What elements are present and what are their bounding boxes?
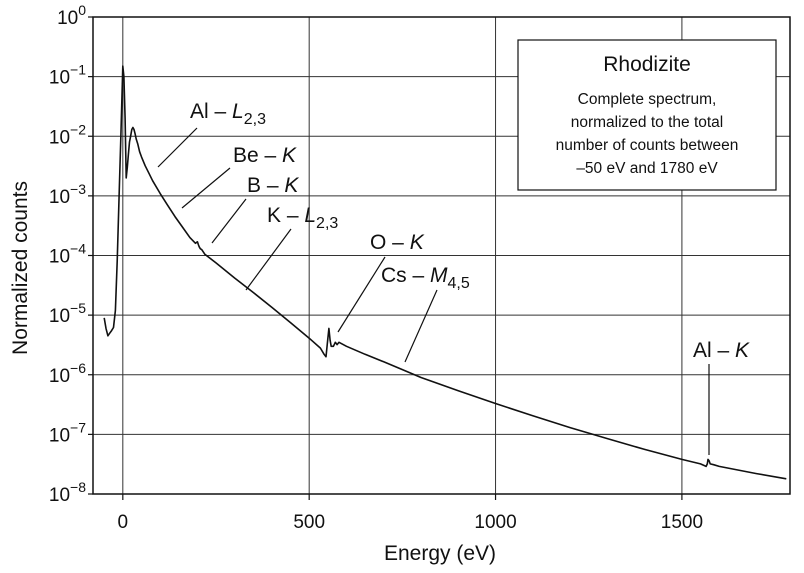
series-layer — [103, 65, 787, 480]
legend-line: number of counts between — [556, 137, 739, 154]
x-tick-label: 1000 — [474, 512, 516, 533]
annotation-label-cs-m: Cs – M4,5 — [381, 264, 470, 292]
annotation-label-o-k: O – K — [370, 231, 425, 254]
x-tick-label: 1500 — [661, 512, 703, 533]
annotation-leader-o-k — [337, 256, 386, 333]
annotation-label-al-l: Al – L2,3 — [190, 100, 266, 128]
legend-box: Rhodizite Complete spectrum, normalized … — [517, 39, 777, 191]
annotation-leader-al-l — [157, 127, 198, 168]
annotation-label-al-k: Al – K — [693, 339, 750, 362]
annotations: Al – L2,3 Be – K B – K K – L2,3 O – K Cs – M4… — [157, 100, 750, 455]
annotation-leader-be-k — [181, 167, 231, 209]
y-axis-title: Normalized counts — [9, 181, 32, 355]
spectrum-line — [103, 65, 787, 480]
legend-line: –50 eV and 1780 eV — [576, 160, 718, 177]
legend-line: Complete spectrum, — [578, 91, 717, 108]
x-axis-title: Energy (eV) — [384, 542, 496, 565]
legend-frame — [517, 39, 777, 191]
annotation-leader-cs-m — [404, 289, 438, 363]
x-tick-label: 500 — [293, 512, 325, 533]
y-tick-label: 100 — [57, 2, 86, 29]
legend-title: Rhodizite — [603, 53, 691, 76]
annotation-label-k-l: K – L2,3 — [267, 204, 338, 232]
y-tick-label: 10−1 — [49, 62, 86, 89]
y-tick-label: 10−8 — [49, 479, 86, 506]
annotation-leader-k-l — [245, 228, 292, 291]
y-tick-label: 10−7 — [49, 419, 86, 446]
annotation-leader-b-k — [211, 198, 247, 244]
x-tick-label: 0 — [118, 512, 129, 533]
y-tick-label: 10−2 — [49, 121, 86, 148]
y-tick-label: 10−4 — [49, 241, 86, 268]
y-tick-label: 10−3 — [49, 181, 86, 208]
axis-ticks: 0 500 1000 1500 100 10−1 10−2 10−3 10−4 10−5 10−6 1… — [49, 2, 703, 533]
legend-line: normalized to the total — [571, 114, 724, 131]
annotation-label-b-k: B – K — [247, 174, 299, 197]
annotation-label-be-k: Be – K — [233, 144, 297, 167]
y-tick-label: 10−6 — [49, 360, 86, 387]
y-tick-label: 10−5 — [49, 300, 86, 327]
